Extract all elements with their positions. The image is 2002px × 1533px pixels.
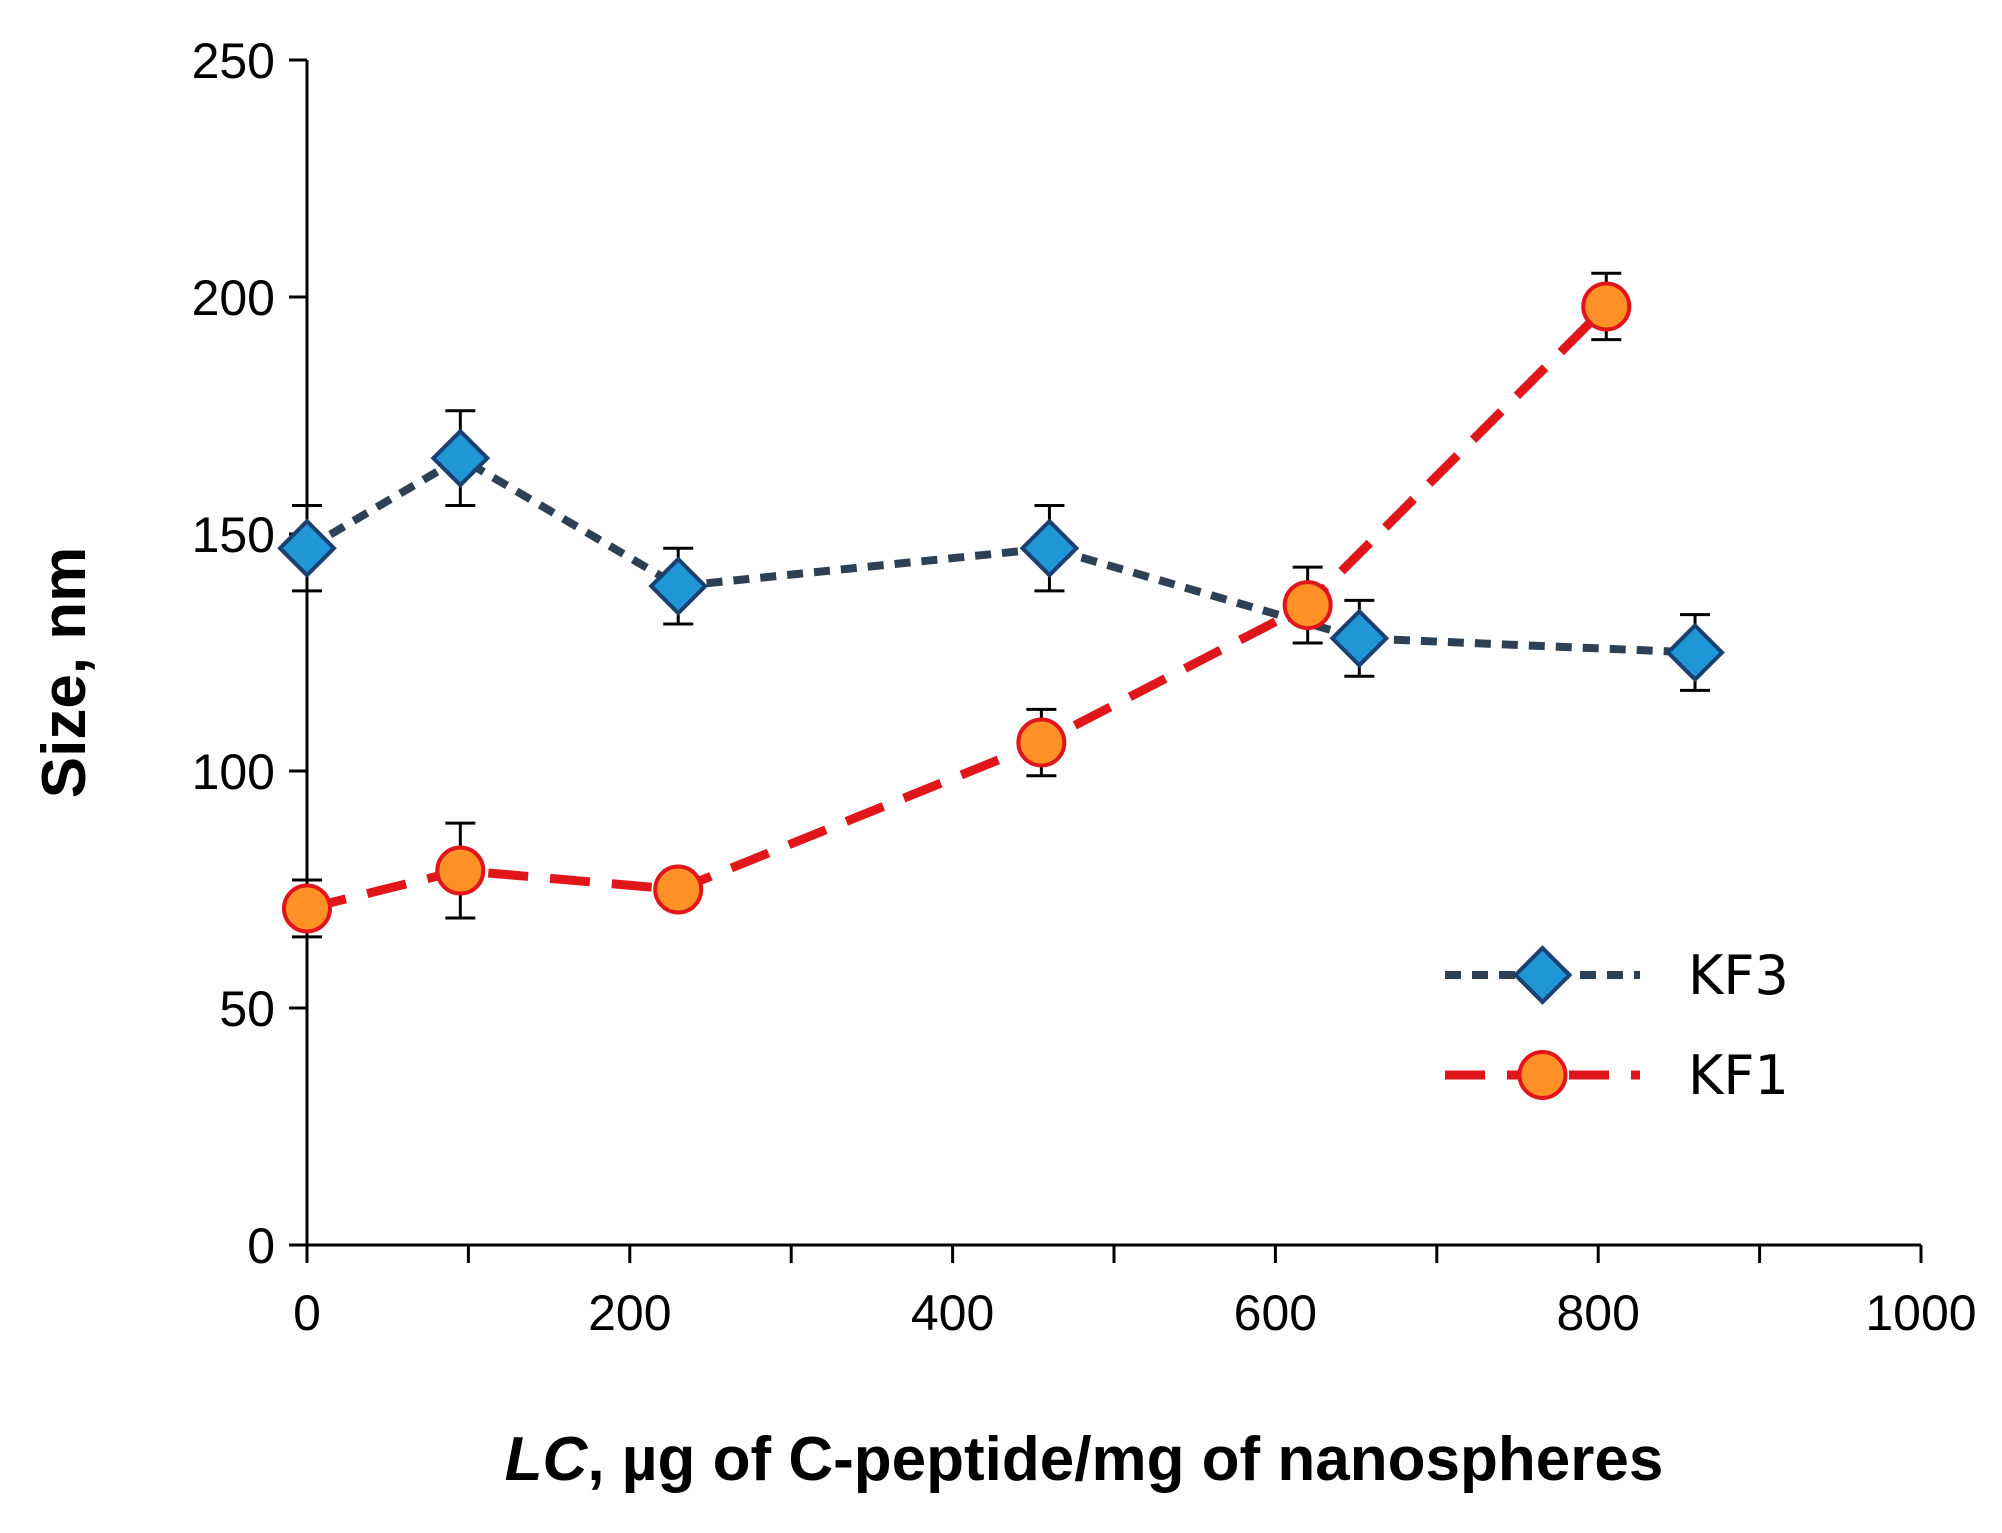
x-tick-label: 1000 [1865, 1285, 1976, 1341]
data-point-circle [653, 864, 704, 915]
x-axis-title-rest: , µg of C-peptide/mg of nanospheres [587, 1425, 1663, 1494]
data-point-circle [1581, 281, 1632, 332]
x-tick-label: 400 [911, 1285, 994, 1341]
x-tick-label: 200 [588, 1285, 671, 1341]
data-point-diamond [648, 556, 709, 616]
x-axis-title-italic: LC [505, 1425, 589, 1494]
data-point-circle [435, 845, 486, 896]
x-axis-title: LC, µg of C-peptide/mg of nanospheres [505, 1425, 1664, 1494]
data-point-diamond [430, 428, 491, 488]
legend-marker-circle [1517, 1050, 1568, 1100]
series-line [304, 453, 1696, 657]
legend-label: KF1 [1688, 1044, 1789, 1107]
data-point-circle [1282, 580, 1333, 631]
series-kf3 [277, 409, 1725, 692]
y-tick-label: 0 [247, 1218, 275, 1274]
data-point-circle [1016, 717, 1067, 768]
data-point-diamond [1329, 608, 1390, 669]
y-tick-label: 250 [192, 33, 275, 89]
series-layer [277, 271, 1725, 939]
x-tick-label: 600 [1234, 1285, 1317, 1341]
y-tick-label: 100 [192, 744, 275, 800]
data-point-circle [282, 883, 332, 934]
data-point-diamond [277, 518, 337, 579]
legend-item-kf1: KF1 [1445, 1044, 1789, 1107]
series-line [305, 303, 1610, 913]
y-tick-label: 200 [192, 270, 275, 326]
legend: KF3 KF1 [1445, 944, 1789, 1107]
x-axis-ticks: 0 200 400 600 800 1000 [293, 1245, 1977, 1341]
y-axis-ticks: 0 50 100 150 200 250 [192, 33, 307, 1274]
data-point-diamond [1665, 622, 1725, 683]
y-tick-label: 50 [219, 981, 275, 1037]
data-point-diamond [1019, 518, 1080, 579]
series-kf1 [282, 271, 1632, 939]
legend-label: KF3 [1688, 944, 1789, 1007]
x-tick-label: 800 [1556, 1285, 1639, 1341]
legend-item-kf3: KF3 [1445, 944, 1789, 1007]
legend-marker-diamond [1512, 945, 1573, 1005]
y-tick-label: 150 [192, 507, 275, 563]
y-axis-title: Size, nm [30, 547, 99, 799]
x-tick-label: 0 [293, 1285, 321, 1341]
